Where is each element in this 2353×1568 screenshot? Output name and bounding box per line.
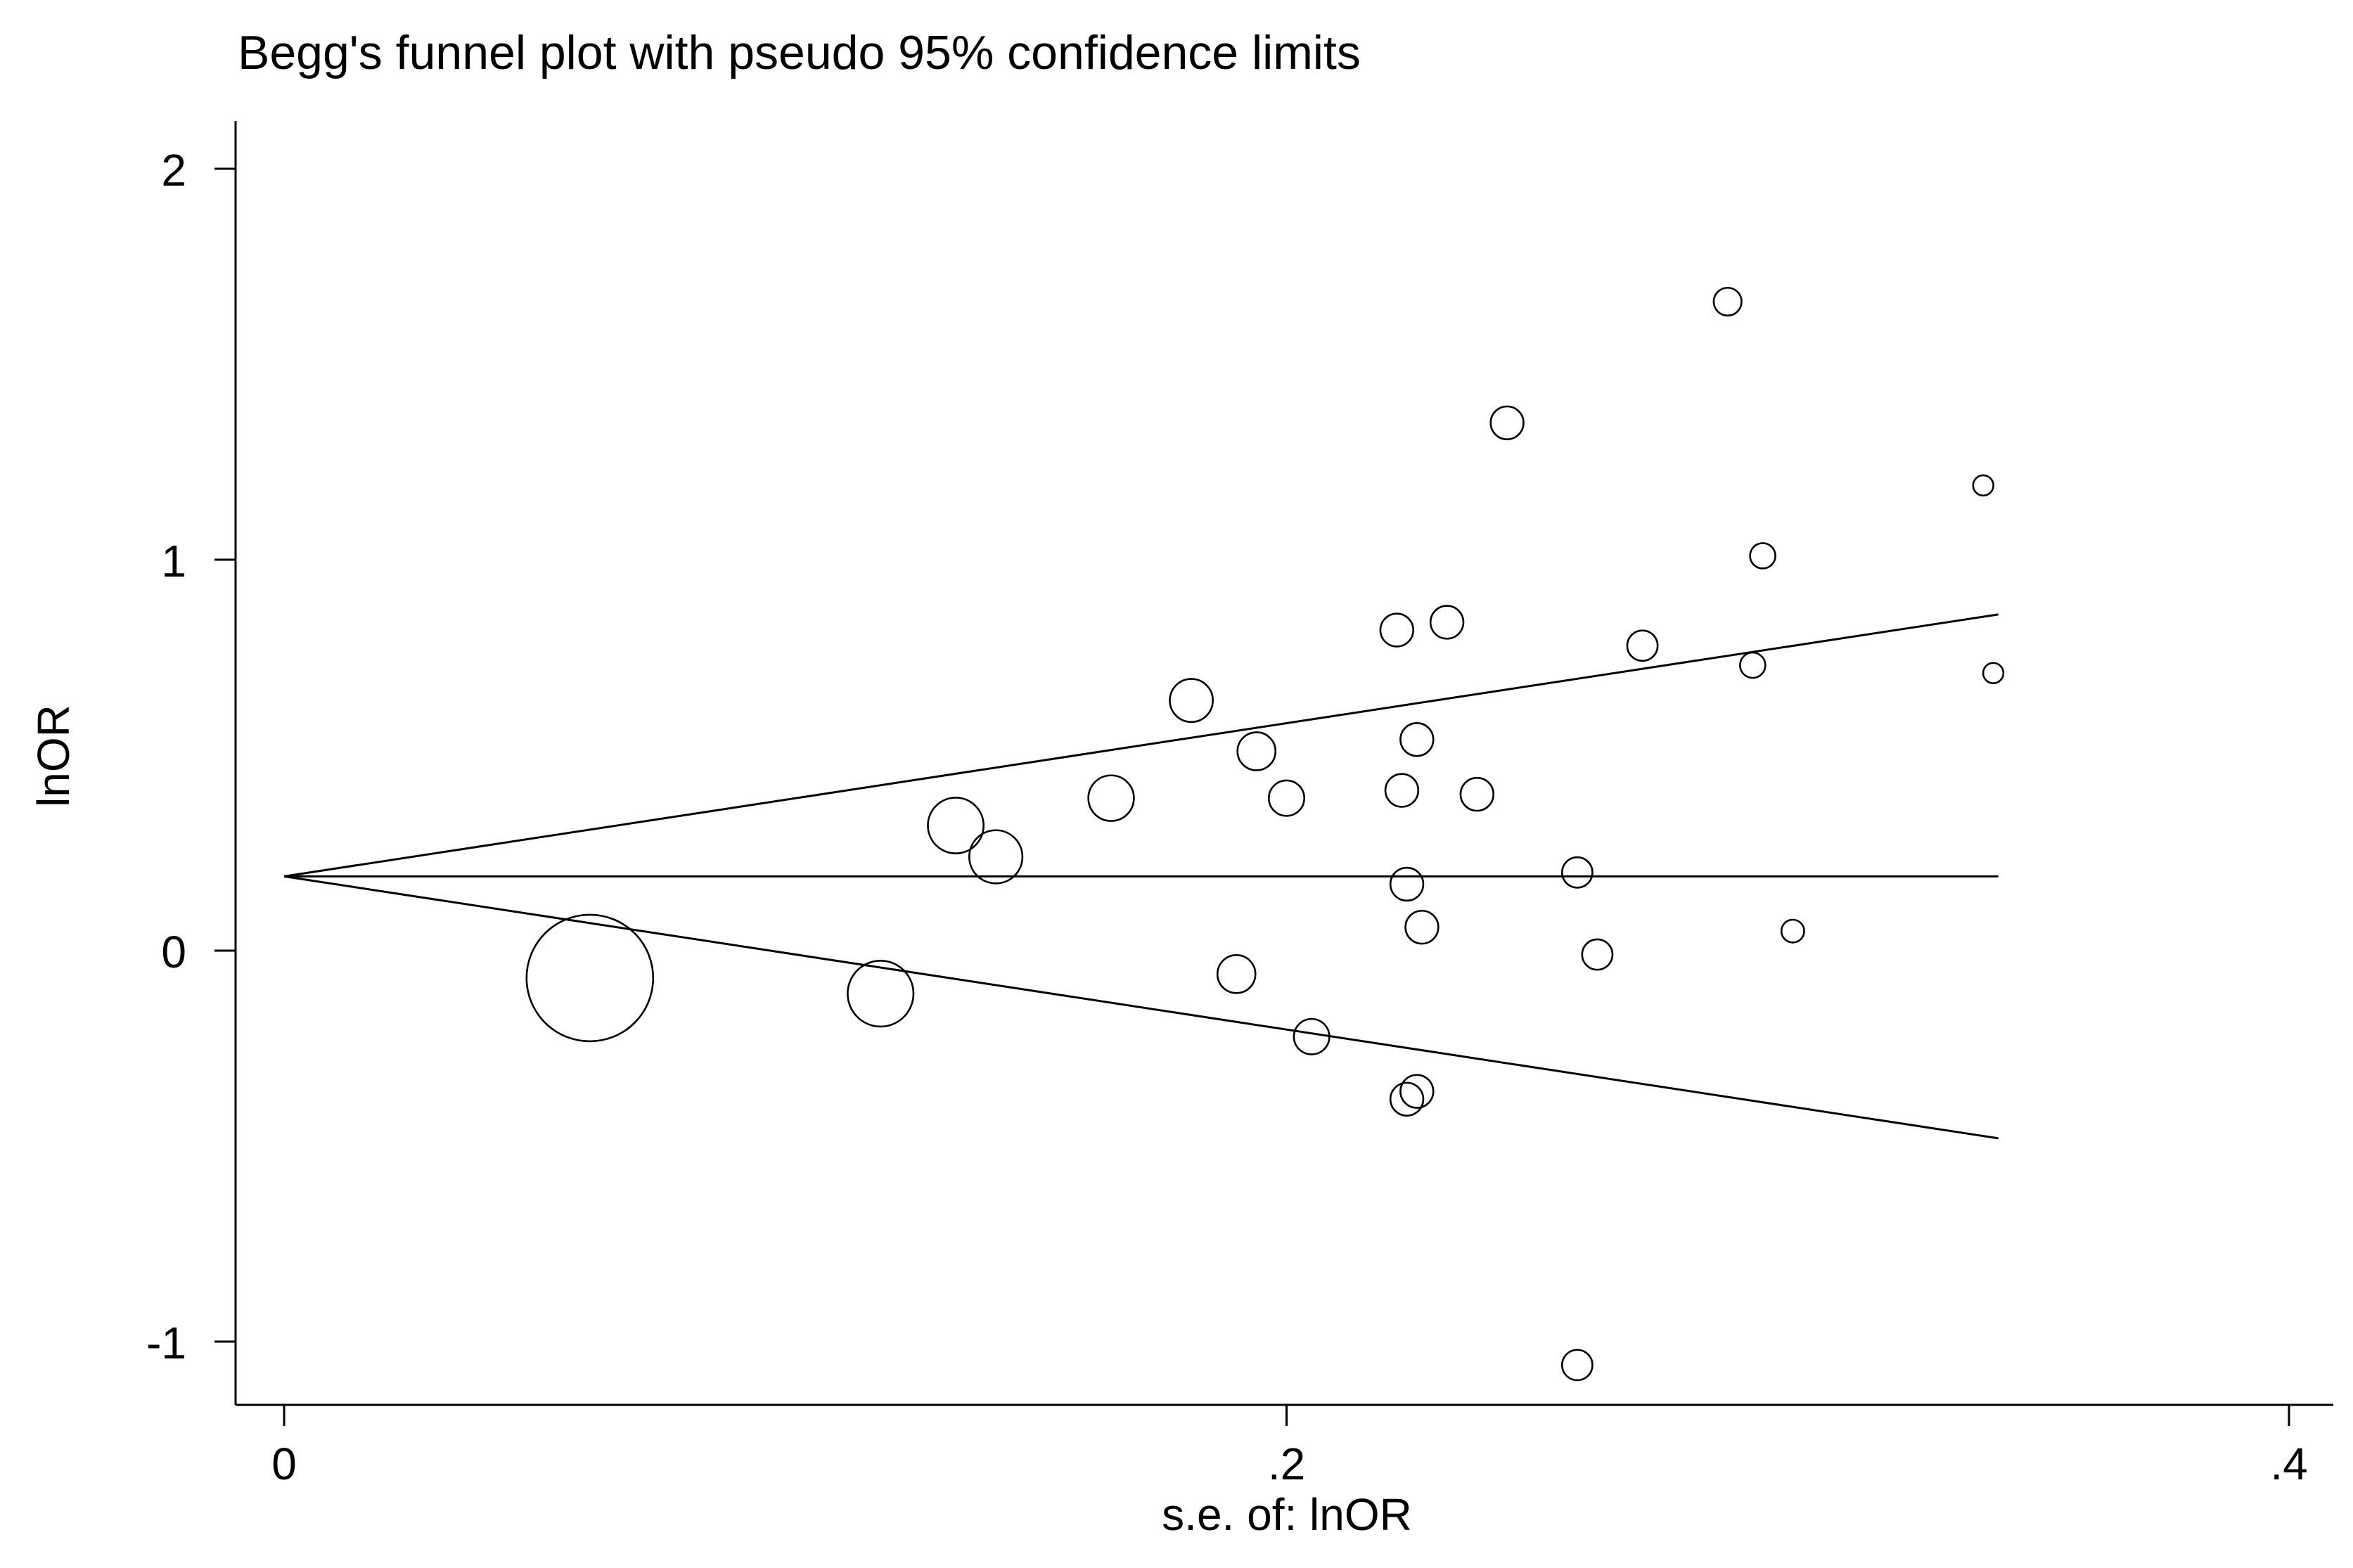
chart-title: Begg's funnel plot with pseudo 95% confi… xyxy=(238,26,1361,79)
study-point xyxy=(1489,405,1525,441)
x-tick-label: .4 xyxy=(2270,1439,2307,1489)
study-point xyxy=(1216,954,1257,994)
study-point xyxy=(1404,909,1440,945)
study-point xyxy=(1749,542,1776,570)
study-point xyxy=(1389,866,1425,902)
study-point xyxy=(1581,938,1614,971)
study-point xyxy=(1712,286,1743,317)
study-point xyxy=(1429,605,1465,640)
study-point xyxy=(1389,1081,1425,1117)
x-axis-label: s.e. of: lnOR xyxy=(1162,1489,1412,1540)
study-point xyxy=(1399,722,1435,757)
x-ticks: 0 .2 .4 xyxy=(271,1405,2308,1489)
study-point xyxy=(1293,1017,1331,1055)
y-tick-label: -1 xyxy=(146,1318,186,1368)
study-point xyxy=(1384,773,1420,808)
study-point xyxy=(1399,1074,1435,1109)
study-point xyxy=(1379,612,1415,648)
study-point xyxy=(1236,731,1277,771)
lower-confidence-limit-line xyxy=(283,875,1999,1140)
study-point xyxy=(1560,856,1594,889)
study-points xyxy=(525,286,2005,1382)
study-point xyxy=(1739,651,1767,679)
study-point xyxy=(525,913,655,1043)
study-point xyxy=(847,960,915,1028)
study-point xyxy=(1972,474,1994,497)
study-point xyxy=(1780,918,1805,944)
y-tick-label: 1 xyxy=(161,536,186,586)
y-axis-label: lnOR xyxy=(28,705,79,807)
study-point xyxy=(927,797,985,854)
study-point xyxy=(1459,776,1495,812)
upper-confidence-limit-line xyxy=(283,613,1999,878)
study-point xyxy=(968,829,1024,885)
y-tick-label: 0 xyxy=(161,927,186,977)
y-tick-label: 2 xyxy=(161,145,186,195)
study-point xyxy=(1169,678,1214,724)
study-point xyxy=(1560,1349,1594,1382)
x-tick-label: .2 xyxy=(1268,1439,1305,1489)
study-point xyxy=(1268,779,1306,817)
x-tick-label: 0 xyxy=(271,1439,297,1489)
funnel-lines xyxy=(283,613,1999,1140)
study-point xyxy=(1982,662,2005,684)
study-point xyxy=(1087,774,1135,822)
study-point xyxy=(1626,629,1659,662)
y-ticks: -1 0 1 2 xyxy=(146,145,236,1368)
